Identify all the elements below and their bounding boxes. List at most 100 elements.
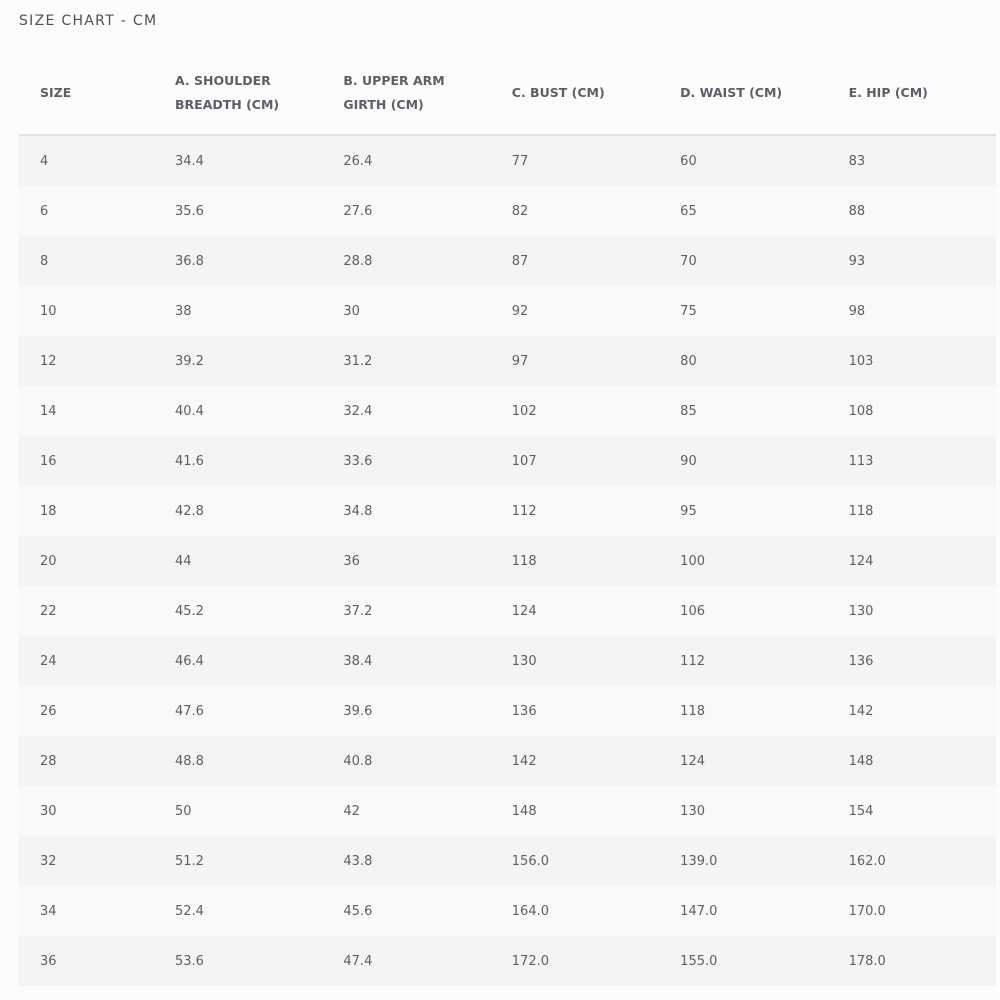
cell-shoulder: 40.4 <box>154 386 323 436</box>
cell-hip: 83 <box>827 135 996 186</box>
cell-waist: 118 <box>659 686 828 736</box>
cell-size: 24 <box>19 636 154 686</box>
cell-hip: 142 <box>827 686 996 736</box>
cell-upper-arm: 26.4 <box>322 135 491 186</box>
header-row: SIZE A. SHOULDER BREADTH (CM) B. UPPER A… <box>19 52 996 136</box>
cell-size: 12 <box>19 336 154 386</box>
cell-waist: 60 <box>659 135 828 186</box>
table-row: 36 53.6 47.4 172.0 155.0 178.0 <box>19 936 996 986</box>
table-row: 16 41.6 33.6 107 90 113 <box>19 436 996 486</box>
cell-upper-arm: 27.6 <box>322 186 491 236</box>
cell-bust: 92 <box>490 286 660 336</box>
cell-upper-arm: 47.4 <box>322 936 491 986</box>
cell-bust: 87 <box>490 236 660 286</box>
cell-waist: 124 <box>659 736 828 786</box>
cell-size: 34 <box>19 886 154 936</box>
cell-bust: 107 <box>490 436 660 486</box>
header-size: SIZE <box>19 52 154 136</box>
cell-waist: 106 <box>659 586 828 636</box>
cell-waist: 90 <box>659 436 828 486</box>
table-row: 14 40.4 32.4 102 85 108 <box>19 386 996 436</box>
cell-bust: 142 <box>490 736 660 786</box>
cell-size: 14 <box>19 386 154 436</box>
cell-upper-arm: 38.4 <box>322 636 491 686</box>
cell-upper-arm: 39.6 <box>322 686 491 736</box>
cell-hip: 136 <box>827 636 996 686</box>
cell-waist: 95 <box>659 486 828 536</box>
cell-waist: 112 <box>659 636 828 686</box>
cell-upper-arm: 37.2 <box>322 586 491 636</box>
cell-size: 16 <box>19 436 154 486</box>
cell-bust: 82 <box>490 186 660 236</box>
cell-upper-arm: 43.8 <box>322 836 491 886</box>
cell-size: 26 <box>19 686 154 736</box>
cell-bust: 130 <box>490 636 660 686</box>
cell-hip: 130 <box>827 586 996 636</box>
cell-size: 28 <box>19 736 154 786</box>
cell-upper-arm: 45.6 <box>322 886 491 936</box>
cell-size: 18 <box>19 486 154 536</box>
table-row: 24 46.4 38.4 130 112 136 <box>19 636 996 686</box>
cell-hip: 148 <box>827 736 996 786</box>
cell-waist: 100 <box>659 536 828 586</box>
cell-hip: 88 <box>827 186 996 236</box>
cell-hip: 118 <box>827 486 996 536</box>
cell-waist: 147.0 <box>659 886 828 936</box>
size-chart-table: SIZE A. SHOULDER BREADTH (CM) B. UPPER A… <box>19 52 996 986</box>
cell-waist: 65 <box>659 186 828 236</box>
cell-shoulder: 42.8 <box>154 486 323 536</box>
cell-hip: 170.0 <box>827 886 996 936</box>
cell-hip: 154 <box>827 786 996 836</box>
cell-size: 4 <box>19 135 154 186</box>
cell-size: 36 <box>19 936 154 986</box>
cell-shoulder: 38 <box>154 286 323 336</box>
cell-upper-arm: 30 <box>322 286 491 336</box>
cell-shoulder: 53.6 <box>154 936 323 986</box>
cell-bust: 148 <box>490 786 660 836</box>
table-row: 32 51.2 43.8 156.0 139.0 162.0 <box>19 836 996 886</box>
cell-size: 20 <box>19 536 154 586</box>
table-row: 18 42.8 34.8 112 95 118 <box>19 486 996 536</box>
table-row: 22 45.2 37.2 124 106 130 <box>19 586 996 636</box>
table-row: 10 38 30 92 75 98 <box>19 286 996 336</box>
cell-waist: 139.0 <box>659 836 828 886</box>
cell-hip: 108 <box>827 386 996 436</box>
header-hip: E. HIP (CM) <box>827 52 996 136</box>
cell-bust: 164.0 <box>490 886 660 936</box>
cell-waist: 85 <box>659 386 828 436</box>
cell-shoulder: 52.4 <box>154 886 323 936</box>
cell-waist: 70 <box>659 236 828 286</box>
cell-upper-arm: 33.6 <box>322 436 491 486</box>
header-shoulder: A. SHOULDER BREADTH (CM) <box>154 52 323 136</box>
cell-upper-arm: 32.4 <box>322 386 491 436</box>
cell-waist: 155.0 <box>659 936 828 986</box>
cell-waist: 80 <box>659 336 828 386</box>
table-row: 6 35.6 27.6 82 65 88 <box>19 186 996 236</box>
page-title: SIZE CHART - CM <box>19 13 158 29</box>
cell-size: 6 <box>19 186 154 236</box>
cell-waist: 130 <box>659 786 828 836</box>
cell-shoulder: 44 <box>154 536 323 586</box>
cell-bust: 172.0 <box>490 936 660 986</box>
cell-hip: 178.0 <box>827 936 996 986</box>
cell-shoulder: 41.6 <box>154 436 323 486</box>
cell-size: 8 <box>19 236 154 286</box>
table-row: 20 44 36 118 100 124 <box>19 536 996 586</box>
cell-upper-arm: 34.8 <box>322 486 491 536</box>
cell-size: 30 <box>19 786 154 836</box>
cell-shoulder: 45.2 <box>154 586 323 636</box>
cell-size: 10 <box>19 286 154 336</box>
cell-shoulder: 35.6 <box>154 186 323 236</box>
cell-shoulder: 36.8 <box>154 236 323 286</box>
table-row: 28 48.8 40.8 142 124 148 <box>19 736 996 786</box>
cell-upper-arm: 31.2 <box>322 336 491 386</box>
cell-bust: 118 <box>490 536 660 586</box>
cell-bust: 97 <box>490 336 660 386</box>
cell-hip: 103 <box>827 336 996 386</box>
cell-shoulder: 46.4 <box>154 636 323 686</box>
cell-hip: 162.0 <box>827 836 996 886</box>
cell-waist: 75 <box>659 286 828 336</box>
cell-hip: 93 <box>827 236 996 286</box>
cell-shoulder: 47.6 <box>154 686 323 736</box>
table-row: 30 50 42 148 130 154 <box>19 786 996 836</box>
